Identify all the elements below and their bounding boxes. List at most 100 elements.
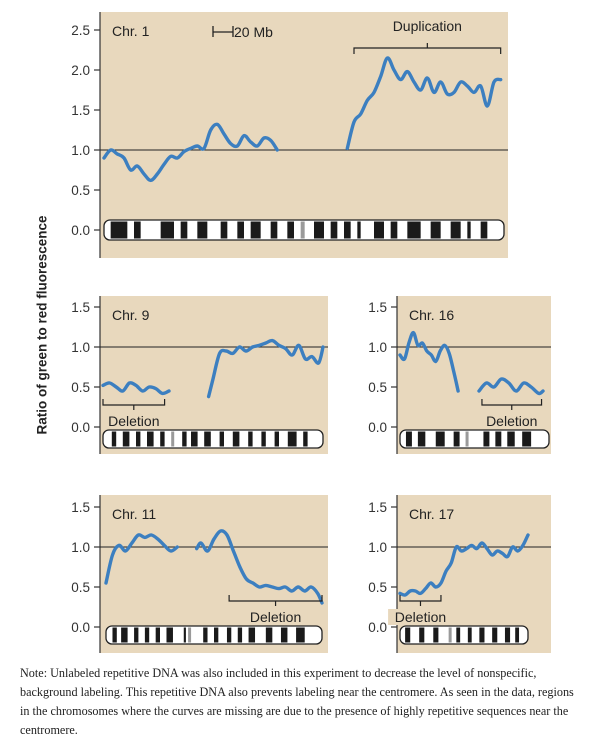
chromosome-band <box>261 431 266 447</box>
chromosome-band <box>265 627 273 643</box>
data-series-line <box>101 381 171 396</box>
annotation-label: Deletion <box>108 413 159 429</box>
y-tick-label: 1.0 <box>368 540 387 555</box>
chart-title: Chr. 11 <box>112 506 156 522</box>
chart-panel-2: 0.0 0.5 1.0 1.5 Chr. 9 Deletion <box>71 296 328 454</box>
chromosome-band <box>237 627 243 643</box>
chromosome-band <box>450 221 461 239</box>
chromosome-band <box>495 431 502 447</box>
chart-title: Chr. 16 <box>409 307 454 323</box>
y-tick-label: 1.0 <box>71 540 90 555</box>
chromosome-band <box>419 627 425 643</box>
chromosome-band <box>467 627 472 643</box>
chromosome-band <box>314 221 324 239</box>
chromosome-band <box>433 627 439 643</box>
chromosome-band <box>155 627 160 643</box>
centromere-band <box>188 627 192 643</box>
chromosome-band <box>111 431 117 447</box>
annotation-label: Deletion <box>395 609 446 625</box>
y-tick-label: 2.0 <box>71 63 90 78</box>
chromosome-band <box>110 221 128 239</box>
chromosome-band <box>296 627 305 643</box>
data-series-line <box>104 533 179 585</box>
annotation-bracket <box>228 595 323 606</box>
chromosome-band <box>204 431 211 447</box>
chromosome-band <box>122 431 130 447</box>
chart-panel-4: 0.0 0.5 1.0 1.5 Chr. 11 Deletion <box>71 495 328 653</box>
y-tick-label: 1.0 <box>71 340 90 355</box>
y-tick-label: 1.5 <box>71 300 90 315</box>
y-tick-label: 0.5 <box>368 580 387 595</box>
y-tick-label: 2.5 <box>71 23 90 38</box>
chart-title: Chr. 17 <box>409 506 454 522</box>
chromosome-band <box>147 431 154 447</box>
chromosome-band <box>522 431 532 447</box>
data-series-line <box>345 56 503 151</box>
panel-background <box>100 12 508 258</box>
y-tick-label: 1.5 <box>368 300 387 315</box>
chromosome-band <box>232 431 240 447</box>
chart-panel-1: 0.0 0.5 1.0 1.5 2.0 2.5 Chr. 1 20 Mb Duplication <box>71 12 508 258</box>
chart-title: Chr. 1 <box>112 23 150 39</box>
chromosome-band <box>203 627 208 643</box>
chromosome-band <box>144 627 150 643</box>
chromosome-band <box>467 221 471 239</box>
chromosome-band <box>280 627 288 643</box>
y-tick-label: 0.5 <box>368 380 387 395</box>
chromosome-band <box>405 627 411 643</box>
chromosome-band <box>287 221 294 239</box>
chromosome-band <box>112 627 117 643</box>
chromosome-band <box>515 627 520 643</box>
annotation-label: Deletion <box>250 609 301 625</box>
annotation-label: Deletion <box>486 413 537 429</box>
chart-panel-5: 0.0 0.5 1.0 1.5 Chr. 17 Deletion <box>368 495 551 653</box>
chromosome-band <box>303 431 308 447</box>
chromosome-band <box>504 627 511 643</box>
data-series-line <box>398 533 530 597</box>
y-tick-label: 1.5 <box>71 500 90 515</box>
chromosome-band <box>479 627 485 643</box>
centromere-band <box>300 221 305 239</box>
chromosome-band <box>183 627 186 643</box>
annotation-label-backdrop <box>243 609 308 625</box>
chromosome-band <box>166 627 173 643</box>
chromosome-band <box>182 431 187 447</box>
chart-title: Chr. 9 <box>112 307 150 323</box>
annotation-bracket <box>353 43 502 54</box>
centromere-band <box>448 627 452 643</box>
chromosome-band <box>344 221 351 239</box>
annotation-label: Duplication <box>393 18 462 34</box>
chromosome-band <box>374 221 384 239</box>
chromosome-band <box>134 221 141 239</box>
data-series-line <box>477 377 545 396</box>
chromosome-band <box>134 627 139 643</box>
data-series-line <box>102 122 279 183</box>
y-tick-label: 1.5 <box>71 103 90 118</box>
chromosome-ideogram <box>102 429 324 449</box>
chromosome-band <box>507 431 515 447</box>
chromosome-band <box>417 431 426 447</box>
chromosome-band <box>136 431 141 447</box>
annotation-bracket <box>102 399 166 410</box>
y-tick-label: 1.0 <box>368 340 387 355</box>
chromosome-band <box>407 221 421 239</box>
y-tick-label: 0.0 <box>71 420 90 435</box>
scale-bar-label: 20 Mb <box>234 24 273 40</box>
y-tick-label: 0.0 <box>368 620 387 635</box>
centromere-band <box>171 431 175 447</box>
chromosome-band <box>435 431 445 447</box>
chromosome-band <box>274 431 279 447</box>
chromosome-band <box>191 431 198 447</box>
chromosome-band <box>197 221 208 239</box>
annotation-bracket <box>399 595 442 606</box>
chromosome-band <box>237 221 244 239</box>
annotation-label-backdrop <box>388 609 453 625</box>
y-tick-label: 0.0 <box>368 420 387 435</box>
chromosome-band <box>492 627 498 643</box>
chromosome-band <box>430 221 441 239</box>
centromere-band <box>465 431 469 447</box>
y-tick-label: 0.0 <box>71 223 90 238</box>
chromosome-band <box>121 627 128 643</box>
chromosome-band <box>226 627 232 643</box>
